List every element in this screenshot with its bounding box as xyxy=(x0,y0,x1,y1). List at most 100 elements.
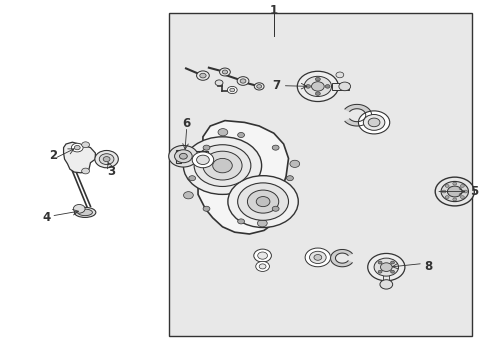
Circle shape xyxy=(103,157,110,162)
Circle shape xyxy=(237,77,248,85)
Bar xyxy=(176,150,181,163)
Bar xyxy=(331,83,348,90)
Circle shape xyxy=(367,118,379,127)
Circle shape xyxy=(309,251,325,264)
Polygon shape xyxy=(63,142,95,173)
Circle shape xyxy=(390,261,394,264)
Circle shape xyxy=(237,219,244,224)
Circle shape xyxy=(444,184,448,187)
Bar xyxy=(176,151,207,161)
Circle shape xyxy=(380,263,391,271)
Circle shape xyxy=(218,129,227,136)
Circle shape xyxy=(247,190,278,213)
Circle shape xyxy=(434,177,473,206)
Circle shape xyxy=(73,204,85,213)
Circle shape xyxy=(257,252,267,259)
Circle shape xyxy=(254,83,264,90)
Circle shape xyxy=(313,255,321,260)
Circle shape xyxy=(259,264,265,269)
Text: 5: 5 xyxy=(469,185,477,198)
Circle shape xyxy=(452,198,456,201)
Circle shape xyxy=(338,82,350,91)
Circle shape xyxy=(367,253,404,281)
Circle shape xyxy=(257,220,266,227)
Polygon shape xyxy=(330,249,351,267)
Circle shape xyxy=(256,197,269,207)
Ellipse shape xyxy=(78,209,92,216)
Circle shape xyxy=(315,77,320,81)
Polygon shape xyxy=(344,104,371,126)
Circle shape xyxy=(203,145,209,150)
Text: 8: 8 xyxy=(424,260,431,273)
Circle shape xyxy=(305,85,310,88)
Circle shape xyxy=(272,206,279,211)
Circle shape xyxy=(440,181,468,202)
Circle shape xyxy=(222,70,227,74)
Circle shape xyxy=(194,145,250,186)
Circle shape xyxy=(74,145,80,150)
Circle shape xyxy=(452,182,456,185)
Text: 3: 3 xyxy=(107,165,115,177)
Circle shape xyxy=(255,261,269,271)
Ellipse shape xyxy=(74,207,96,217)
Circle shape xyxy=(297,71,338,102)
Text: 7: 7 xyxy=(272,79,280,92)
Circle shape xyxy=(358,111,389,134)
Circle shape xyxy=(71,143,83,152)
Circle shape xyxy=(183,192,193,199)
Circle shape xyxy=(81,168,89,174)
Circle shape xyxy=(373,258,398,276)
Circle shape xyxy=(377,270,381,273)
Bar xyxy=(383,275,388,284)
Circle shape xyxy=(227,176,298,228)
Circle shape xyxy=(315,92,320,95)
Circle shape xyxy=(286,176,293,181)
Text: 4: 4 xyxy=(42,211,50,224)
Circle shape xyxy=(325,85,329,88)
Circle shape xyxy=(196,71,209,80)
Circle shape xyxy=(253,249,271,262)
Circle shape xyxy=(305,248,330,267)
Circle shape xyxy=(99,154,114,165)
Circle shape xyxy=(212,158,232,173)
Circle shape xyxy=(379,280,392,289)
Circle shape xyxy=(183,137,261,194)
Circle shape xyxy=(311,82,324,91)
Circle shape xyxy=(256,85,261,88)
Circle shape xyxy=(463,190,467,193)
Circle shape xyxy=(444,196,448,199)
Circle shape xyxy=(363,114,384,130)
Circle shape xyxy=(377,261,381,264)
Circle shape xyxy=(304,76,331,96)
Circle shape xyxy=(199,73,206,78)
Circle shape xyxy=(227,86,237,94)
Circle shape xyxy=(192,152,213,168)
Text: 6: 6 xyxy=(183,117,190,130)
Circle shape xyxy=(237,183,288,220)
Circle shape xyxy=(215,80,223,86)
Circle shape xyxy=(174,150,192,163)
Circle shape xyxy=(196,155,209,165)
Circle shape xyxy=(229,88,234,92)
Circle shape xyxy=(441,190,445,193)
Circle shape xyxy=(390,270,394,273)
Circle shape xyxy=(219,68,230,76)
Circle shape xyxy=(460,196,464,199)
Polygon shape xyxy=(198,121,288,234)
Circle shape xyxy=(168,145,198,167)
Circle shape xyxy=(95,150,118,168)
Text: 2: 2 xyxy=(49,149,57,162)
Circle shape xyxy=(179,153,187,159)
Circle shape xyxy=(240,79,245,83)
Circle shape xyxy=(237,132,244,138)
Circle shape xyxy=(289,160,299,167)
Circle shape xyxy=(460,184,464,187)
Circle shape xyxy=(81,142,89,148)
Circle shape xyxy=(447,186,461,197)
Circle shape xyxy=(272,145,279,150)
Circle shape xyxy=(203,151,242,180)
Bar xyxy=(168,13,471,336)
Circle shape xyxy=(188,176,195,181)
Circle shape xyxy=(335,72,343,78)
Text: 1: 1 xyxy=(269,4,277,17)
